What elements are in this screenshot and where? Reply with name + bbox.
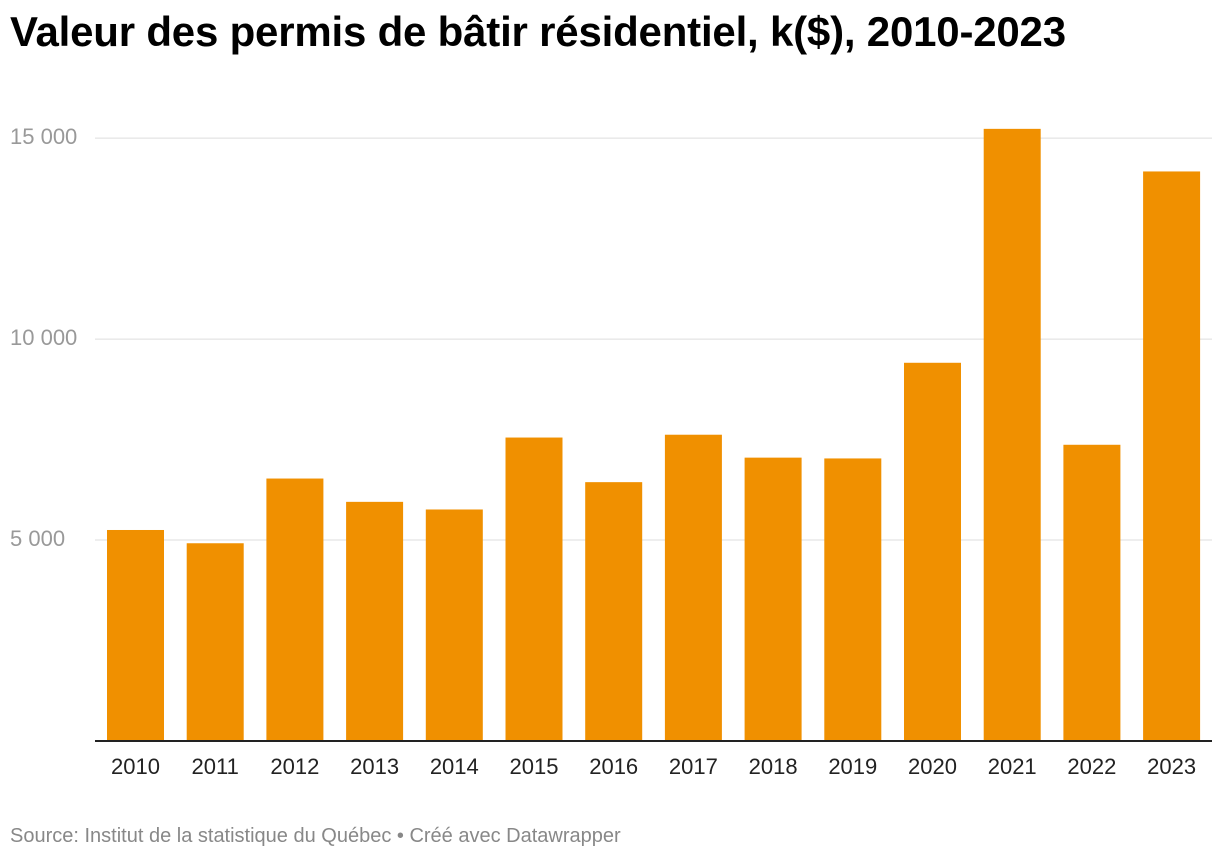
bar-2010 — [107, 529, 164, 741]
x-tick-label: 2012 — [270, 754, 319, 779]
x-tick-label: 2014 — [430, 754, 479, 779]
bar-2015 — [505, 437, 563, 741]
bar-2022 — [1063, 444, 1121, 741]
x-tick-label: 2021 — [988, 754, 1037, 779]
x-tick-label: 2017 — [669, 754, 718, 779]
gridlines — [95, 137, 1212, 541]
x-tick-label: 2022 — [1067, 754, 1116, 779]
x-tick-label: 2010 — [111, 754, 160, 779]
bar-2023 — [1143, 171, 1201, 742]
bar-2014 — [425, 509, 483, 741]
bar-2016 — [585, 482, 643, 741]
chart-title: Valeur des permis de bâtir résidentiel, … — [10, 8, 1066, 55]
bar-2017 — [664, 434, 722, 741]
bars — [107, 128, 1201, 742]
x-tick-label: 2013 — [350, 754, 399, 779]
x-tick-label: 2015 — [510, 754, 559, 779]
x-tick-label: 2019 — [828, 754, 877, 779]
bar-2021 — [983, 128, 1041, 741]
y-axis-ticks: 5 000 10 000 15 000 — [10, 124, 77, 551]
bar-2011 — [186, 543, 244, 741]
bar-2012 — [266, 478, 324, 741]
x-tick-label: 2018 — [749, 754, 798, 779]
y-tick-label: 15 000 — [10, 124, 77, 149]
y-tick-label: 5 000 — [10, 526, 65, 551]
source-footer: Source: Institut de la statistique du Qu… — [10, 825, 621, 847]
x-tick-label: 2020 — [908, 754, 957, 779]
bar-2019 — [824, 458, 882, 741]
bar-2018 — [744, 457, 802, 741]
x-tick-label: 2011 — [192, 754, 239, 779]
bar-2013 — [346, 501, 404, 741]
x-axis-ticks: 2010 2011 2012 2013 2014 2015 2016 2017 2018 2019… — [111, 754, 1196, 779]
bar-2020 — [904, 362, 961, 741]
x-tick-label: 2016 — [589, 754, 638, 779]
y-tick-label: 10 000 — [10, 325, 77, 350]
x-tick-label: 2023 — [1147, 754, 1196, 779]
